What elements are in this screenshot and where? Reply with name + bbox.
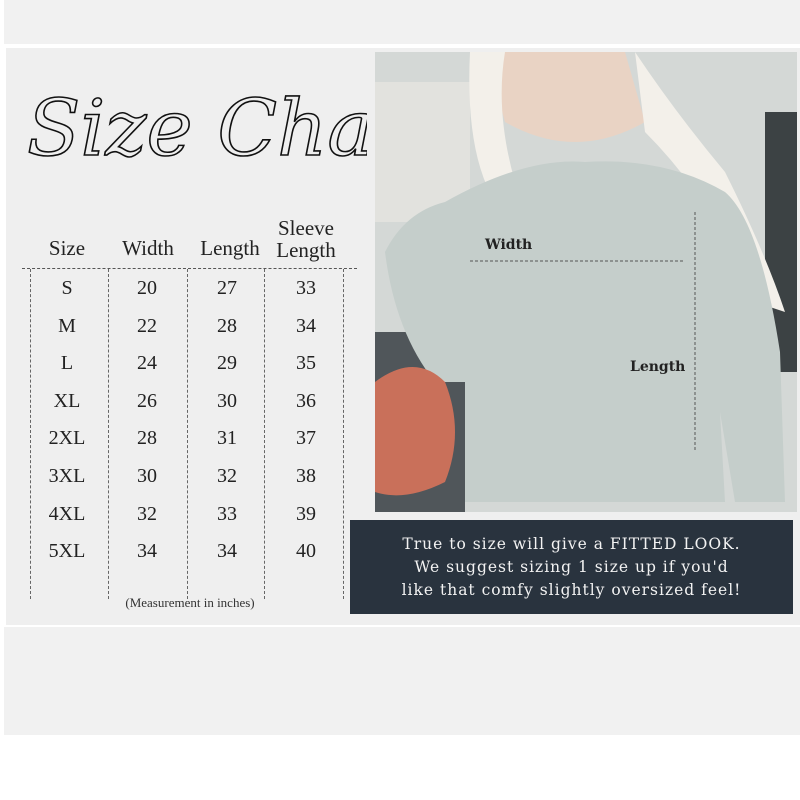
title-script: Size Chart xyxy=(27,84,367,174)
table-cell: 5XL xyxy=(48,540,86,563)
advice-line: like that comfy slightly oversized feel! xyxy=(401,581,742,599)
advice-line: We suggest sizing 1 size up if you'd xyxy=(414,558,729,576)
column-divider xyxy=(343,269,344,599)
table-cell: M xyxy=(58,314,76,337)
table-cell: 32 xyxy=(217,465,237,487)
header-size: Size xyxy=(48,236,86,260)
width-label: Width xyxy=(485,237,533,253)
length-label: Length xyxy=(630,359,686,375)
table-cell: 34 xyxy=(296,314,316,337)
measurement-note: (Measurement in inches) xyxy=(125,595,255,610)
table-cell: 32 xyxy=(137,502,157,525)
size-chart-title: Size Chart xyxy=(22,60,444,190)
fit-advice-banner: True to size will give a FITTED LOOK. We… xyxy=(350,520,793,614)
table-cell: 34 xyxy=(137,540,157,563)
table-cell: 36 xyxy=(296,389,316,412)
column-divider xyxy=(187,269,188,599)
model-photo xyxy=(375,52,797,512)
table-cell: 38 xyxy=(296,465,316,487)
table-cell: S xyxy=(61,277,73,299)
table-cell: 22 xyxy=(137,314,157,337)
table-cell: 3XL xyxy=(48,465,86,487)
table-cell: 40 xyxy=(296,540,316,563)
header-sleeve: Sleeve xyxy=(278,216,334,240)
table-cell: 28 xyxy=(137,427,157,450)
column-divider xyxy=(264,269,265,599)
header-sleeve-length: Length xyxy=(276,238,336,262)
table-cell: 26 xyxy=(137,389,157,412)
bottom-band xyxy=(4,627,800,735)
header-width: Width xyxy=(122,236,174,260)
header-length: Length xyxy=(200,236,260,260)
table-cell: 24 xyxy=(137,352,157,375)
table-cell: 20 xyxy=(137,277,157,299)
table-cell: 34 xyxy=(217,540,237,563)
table-cell: 30 xyxy=(217,389,237,412)
table-cell: 33 xyxy=(296,277,316,299)
table-cell: 29 xyxy=(217,352,237,375)
table-cell: 37 xyxy=(296,427,316,450)
column-divider xyxy=(30,269,31,599)
table-cell: 39 xyxy=(296,502,316,525)
column-divider xyxy=(108,269,109,599)
table-cell: 4XL xyxy=(48,502,86,525)
table-cell: 28 xyxy=(217,314,237,337)
table-cell: 2XL xyxy=(48,427,86,450)
advice-line: True to size will give a FITTED LOOK. xyxy=(402,535,741,553)
table-cell: 35 xyxy=(296,352,316,375)
table-cell: 30 xyxy=(137,465,157,487)
table-cell: 27 xyxy=(217,277,237,299)
top-band xyxy=(4,0,800,44)
table-cell: L xyxy=(60,352,74,375)
header-divider xyxy=(22,268,357,269)
table-cell: XL xyxy=(53,389,81,412)
table-cell: 33 xyxy=(217,502,237,525)
table-cell: 31 xyxy=(217,427,237,450)
